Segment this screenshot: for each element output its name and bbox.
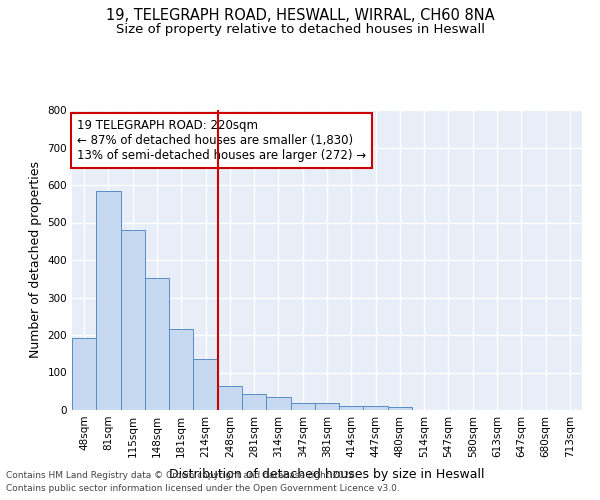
Bar [96,190,121,410]
Bar [388,407,412,410]
Bar [121,230,145,410]
Bar [169,330,193,410]
Bar [218,386,242,410]
Bar [145,278,169,410]
Text: 19, TELEGRAPH ROAD, HESWALL, WIRRAL, CH60 8NA: 19, TELEGRAPH ROAD, HESWALL, WIRRAL, CH6… [106,8,494,22]
Bar [364,406,388,410]
Bar [315,403,339,410]
Bar [193,360,218,410]
Bar [339,406,364,410]
Bar [72,338,96,410]
Bar [242,394,266,410]
Bar [266,397,290,410]
Y-axis label: Number of detached properties: Number of detached properties [29,162,42,358]
Text: 19 TELEGRAPH ROAD: 220sqm
← 87% of detached houses are smaller (1,830)
13% of se: 19 TELEGRAPH ROAD: 220sqm ← 87% of detac… [77,119,366,162]
Text: Contains public sector information licensed under the Open Government Licence v3: Contains public sector information licen… [6,484,400,493]
Bar [290,403,315,410]
Text: Contains HM Land Registry data © Crown copyright and database right 2024.: Contains HM Land Registry data © Crown c… [6,470,358,480]
Text: Size of property relative to detached houses in Heswall: Size of property relative to detached ho… [115,22,485,36]
X-axis label: Distribution of detached houses by size in Heswall: Distribution of detached houses by size … [169,468,485,481]
